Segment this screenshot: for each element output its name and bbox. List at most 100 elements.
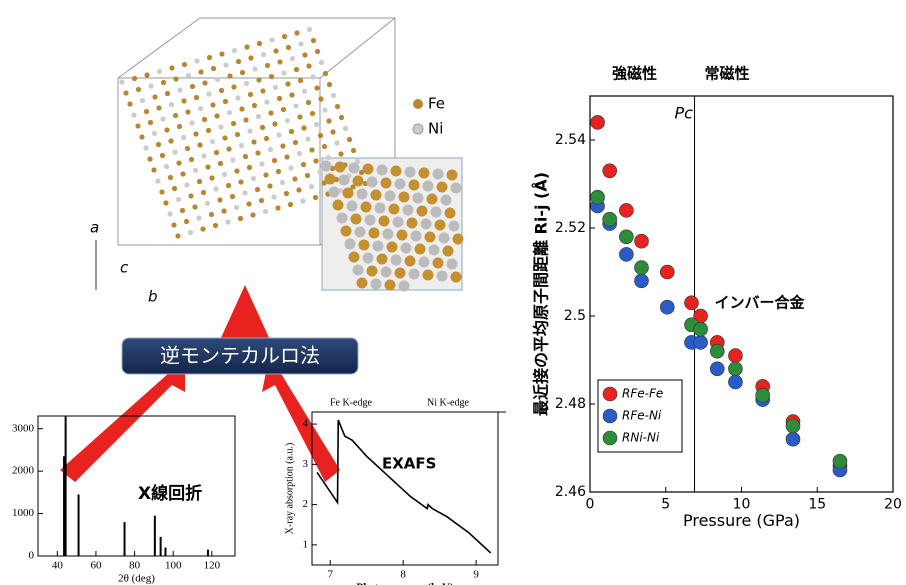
scatter-point	[619, 230, 633, 244]
crystal-atom	[197, 142, 202, 147]
crystal-atom	[177, 124, 182, 129]
crystal-atom	[273, 48, 278, 53]
crystal-atom	[131, 112, 136, 117]
crystal-atom	[281, 70, 286, 75]
crystal-atom	[219, 51, 224, 56]
scatter-point	[786, 419, 800, 433]
crystal-atom	[173, 113, 178, 118]
crystal-atom	[189, 120, 194, 125]
crystal-atom	[272, 158, 277, 163]
crystal-atom	[194, 95, 199, 100]
crystal-atom	[157, 69, 162, 74]
scatter-point	[710, 362, 724, 376]
crystal-atom	[242, 190, 247, 195]
crystal-atom	[260, 125, 265, 130]
crystal-atom	[276, 132, 281, 137]
crystal-atom	[301, 125, 306, 130]
inset-atom	[349, 252, 360, 263]
inset-atom	[431, 207, 442, 218]
crystal-atom	[211, 66, 216, 71]
crystal-atom	[290, 56, 295, 61]
crystal-atom	[136, 87, 141, 92]
axis-letter: a	[90, 219, 99, 237]
crystal-atom	[213, 186, 218, 191]
legend-symbol	[603, 409, 617, 423]
crystal-atom	[209, 175, 214, 180]
crystal-atom	[188, 230, 193, 235]
crystal-atom	[156, 105, 161, 110]
crystal-atom	[161, 80, 166, 85]
crystal-atom	[250, 212, 255, 217]
crystal-atom	[285, 118, 290, 123]
crystal-atom	[190, 84, 195, 89]
legend-symbol	[603, 387, 617, 401]
inset-atom	[387, 242, 398, 253]
inset-atom	[411, 231, 422, 242]
crystal-atom	[319, 60, 324, 65]
legend-symbol	[413, 124, 423, 134]
crystal-atom	[322, 144, 327, 149]
y-tick-label: 2.52	[555, 220, 586, 236]
crystal-atom	[140, 98, 145, 103]
inset-atom	[403, 205, 414, 216]
crystal-atom	[227, 73, 232, 78]
scatter-point	[603, 212, 617, 226]
legend-label: RFe-Fe	[622, 387, 663, 401]
crystal-atom	[275, 205, 280, 210]
crystal-atom	[285, 81, 290, 86]
x-tick-label: 8	[400, 568, 406, 580]
inset-atom	[405, 167, 416, 178]
inset-atom	[409, 269, 420, 280]
crystal-atom	[160, 153, 165, 158]
y-tick-label: 2	[303, 498, 309, 510]
x-axis-label: 2θ (deg)	[118, 573, 155, 585]
crystal-atom	[256, 114, 261, 119]
crystal-atom	[239, 143, 244, 148]
inset-atom	[363, 253, 374, 264]
crystal-atom	[169, 102, 174, 107]
crystal-atom	[326, 155, 331, 160]
x-axis-label: Photon energy (keV)	[356, 582, 453, 585]
y-tick-label: 2.48	[555, 396, 586, 412]
crystal-atom	[173, 76, 178, 81]
crystal-atom	[213, 223, 218, 228]
crystal-atom	[180, 171, 185, 176]
crystal-atom	[147, 156, 152, 161]
annotation: Fe K-edge	[330, 397, 372, 408]
crystal-atom	[139, 134, 144, 139]
crystal-atom	[135, 123, 140, 128]
crystal-atom	[193, 131, 198, 136]
legend-text: Fe	[428, 95, 445, 113]
crystal-atom	[317, 169, 322, 174]
crystal-atom	[289, 129, 294, 134]
y-tick-label: 2.5	[564, 308, 586, 324]
crystal-atom	[181, 135, 186, 140]
crystal-atom	[127, 101, 132, 106]
crystal-atom	[221, 208, 226, 213]
crystal-atom	[198, 106, 203, 111]
y-tick-label: 3	[303, 458, 309, 470]
crystal-atom	[230, 194, 235, 199]
crystal-atom	[268, 110, 273, 115]
scatter-point	[694, 322, 708, 336]
crystal-atom	[268, 147, 273, 152]
x-tick-label: 60	[90, 559, 102, 571]
y-axis-label: 最近接の平均原子間距離 Ri-j (Å)	[532, 172, 551, 416]
crystal-atom	[152, 131, 157, 136]
crystal-atom	[184, 219, 189, 224]
crystal-atom	[271, 194, 276, 199]
crystal-atom	[165, 91, 170, 96]
crystal-atom	[247, 128, 252, 133]
crystal-atom	[218, 161, 223, 166]
x-tick-label: 0	[586, 497, 595, 513]
crystal-atom	[185, 109, 190, 114]
inset-atom	[419, 168, 430, 179]
crystal-atom	[160, 116, 165, 121]
crystal-atom	[264, 99, 269, 104]
crystal-atom	[205, 164, 210, 169]
crystal-atom	[307, 27, 312, 32]
crystal-atom	[239, 106, 244, 111]
crystal-atom	[188, 193, 193, 198]
x-tick-label: 15	[808, 497, 826, 513]
crystal-atom	[232, 48, 237, 53]
